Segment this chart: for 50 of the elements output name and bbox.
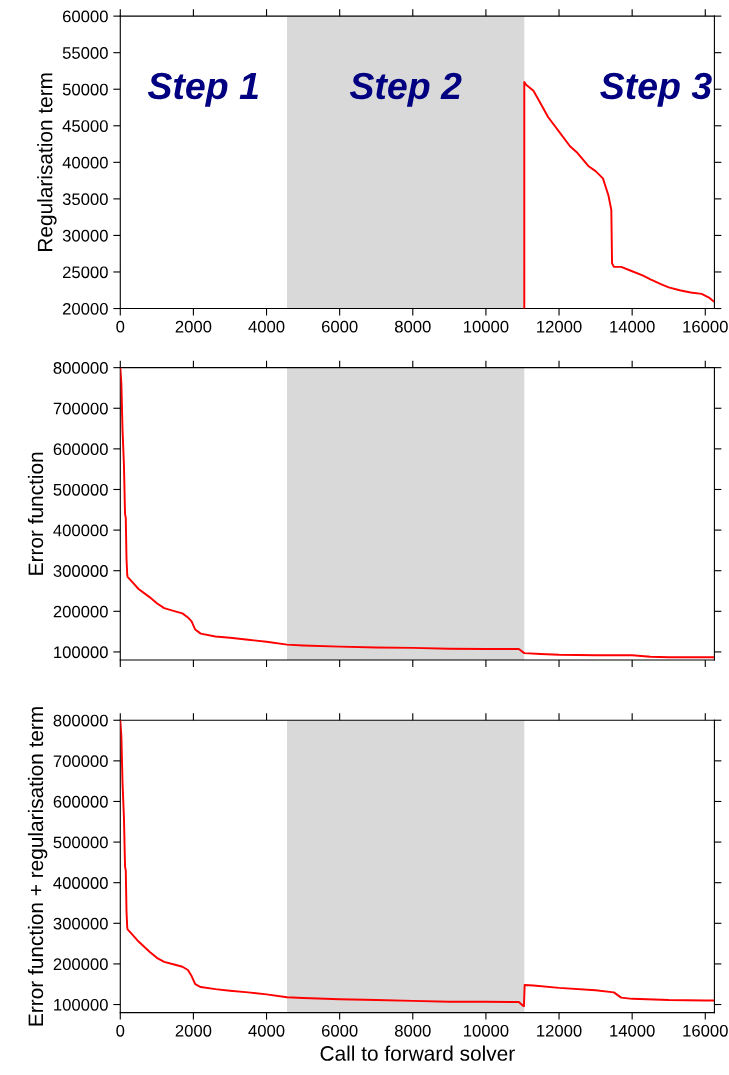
y-axis-title: Error function <box>27 452 44 575</box>
x-tick-label: 10000 <box>464 320 509 333</box>
y-tick-label: 400000 <box>53 524 108 537</box>
x-tick-label: 16000 <box>683 320 728 333</box>
y-tick-label: 55000 <box>62 47 108 59</box>
x-tick-label: 14000 <box>610 320 655 333</box>
x-tick-label: 8000 <box>394 1024 431 1037</box>
y-axis-title: Error function + regularisation term <box>27 707 48 1026</box>
y-tick-label: 700000 <box>53 402 108 415</box>
x-tick-label: 2000 <box>175 1024 212 1037</box>
x-tick-label: 10000 <box>464 1024 509 1037</box>
annotation: Step 3 <box>600 72 712 107</box>
x-tick-label: 4000 <box>248 1024 285 1037</box>
x-tick-label: 14000 <box>610 1024 655 1037</box>
x-tick-label: 8000 <box>394 320 431 333</box>
y-tick-label: 700000 <box>53 755 108 768</box>
x-axis-title: Call to forward solver <box>320 1045 515 1061</box>
y-axis-title: Regularisation term <box>37 73 57 251</box>
y-tick-label: 50000 <box>62 83 108 96</box>
y-tick-label: 500000 <box>53 836 108 849</box>
x-tick-label: 6000 <box>321 320 358 333</box>
x-tick-label: 16000 <box>683 1024 728 1037</box>
y-tick-label: 200000 <box>53 605 108 618</box>
y-tick-label: 35000 <box>62 193 108 206</box>
y-tick-label: 800000 <box>53 714 108 727</box>
x-tick-label: 0 <box>116 320 125 333</box>
x-tick-label: 4000 <box>248 320 285 333</box>
x-tick-label: 6000 <box>321 1024 358 1037</box>
x-tick-label: 2000 <box>175 320 212 333</box>
y-tick-label: 400000 <box>53 877 108 889</box>
y-tick-label: 500000 <box>53 483 108 496</box>
y-tick-label: 800000 <box>53 362 108 374</box>
x-tick-label: 12000 <box>537 320 582 333</box>
x-tick-label: 0 <box>116 1024 125 1037</box>
y-tick-label: 600000 <box>53 443 108 456</box>
y-tick-label: 300000 <box>53 565 108 577</box>
y-tick-label: 300000 <box>53 917 108 930</box>
y-tick-label: 60000 <box>62 10 108 23</box>
y-tick-label: 200000 <box>53 958 108 971</box>
y-tick-label: 600000 <box>53 795 108 808</box>
y-tick-label: 40000 <box>62 156 108 169</box>
y-tick-label: 20000 <box>62 302 108 315</box>
y-tick-label: 45000 <box>62 120 108 132</box>
y-tick-label: 100000 <box>54 998 108 1011</box>
annotation: Step 2 <box>349 72 462 107</box>
y-tick-label: 100000 <box>54 646 108 659</box>
y-tick-label: 25000 <box>62 266 108 279</box>
y-tick-label: 30000 <box>62 229 108 242</box>
x-tick-label: 12000 <box>537 1024 582 1037</box>
annotation: Step 1 <box>147 72 258 107</box>
